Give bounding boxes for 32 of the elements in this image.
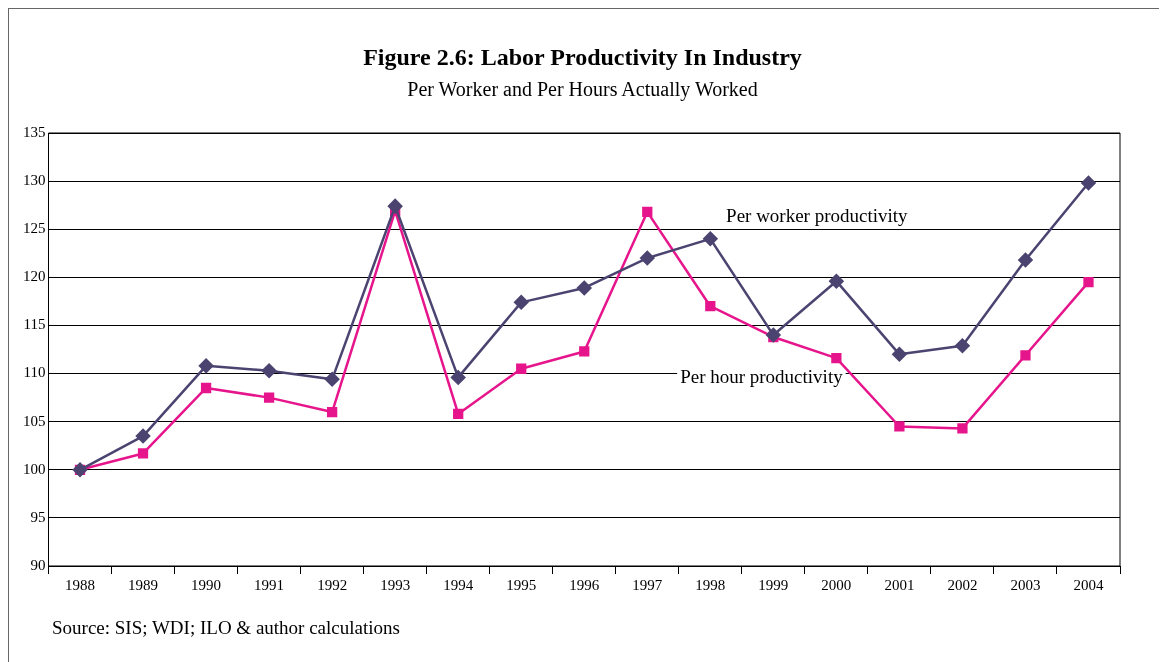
y-tick-label: 110 <box>23 364 46 381</box>
y-tick-label: 120 <box>23 268 46 285</box>
x-tick-label: 2000 <box>821 576 852 593</box>
chart-title: Figure 2.6: Labor Productivity In Industry <box>362 44 803 71</box>
x-tick-label: 1991 <box>254 576 285 593</box>
y-tick-label: 90 <box>30 556 46 573</box>
x-tick-label: 1997 <box>632 576 663 593</box>
x-tick-label: 1992 <box>317 576 348 593</box>
y-tick-label: 130 <box>23 172 46 189</box>
y-tick-label: 105 <box>23 412 46 429</box>
x-tick-label: 1990 <box>191 576 222 593</box>
series-label: Per hour productivity <box>680 365 844 387</box>
source-note: Source: SIS; WDI; ILO & author calculations <box>52 617 400 639</box>
x-tick-label: 2002 <box>947 576 978 593</box>
y-tick-label: 135 <box>23 123 46 140</box>
y-tick-label: 125 <box>23 220 46 237</box>
x-tick-label: 2001 <box>884 576 915 593</box>
x-tick-label: 1989 <box>128 576 159 593</box>
x-tick-label: 2003 <box>1010 576 1041 593</box>
chart-subtitle: Per Worker and Per Hours Actually Worked <box>406 78 759 101</box>
y-tick-label: 100 <box>23 460 46 477</box>
x-tick-label: 1993 <box>380 576 411 593</box>
x-tick-label: 1988 <box>65 576 96 593</box>
x-tick-label: 1998 <box>695 576 726 593</box>
y-tick-label: 115 <box>23 316 46 333</box>
x-tick-label: 1999 <box>758 576 789 593</box>
x-tick-label: 1994 <box>443 576 474 593</box>
series-label: Per worker productivity <box>726 205 909 227</box>
y-tick-label: 95 <box>30 508 46 525</box>
x-tick-label: 1995 <box>506 576 537 593</box>
x-tick-label: 1996 <box>569 576 600 593</box>
x-tick-label: 2004 <box>1073 576 1104 593</box>
